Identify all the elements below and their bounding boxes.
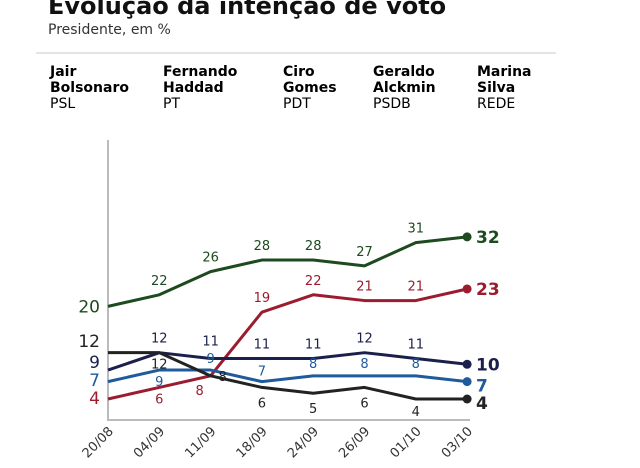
data-label: 4 [412, 405, 420, 420]
data-label: 28 [305, 239, 322, 254]
data-label: 11 [408, 337, 425, 352]
legend-name: Fernando [163, 64, 238, 80]
legend-name: Geraldo [373, 64, 435, 80]
end-value-label: 4 [476, 394, 488, 414]
data-label: 28 [254, 239, 271, 254]
data-label: 8 [412, 357, 420, 372]
legend-party: PSDB [373, 96, 411, 112]
divider [36, 52, 556, 54]
data-label: 26 [202, 251, 219, 266]
legend-item-ciro: Ciro Gomes PDT [283, 64, 337, 112]
start-value-label: 9 [89, 353, 100, 373]
data-label: 11 [202, 334, 219, 349]
data-label: 8 [309, 357, 317, 372]
end-marker [462, 394, 472, 404]
data-label: 27 [356, 245, 373, 260]
legend-name: Silva [477, 80, 516, 96]
start-value-label: 20 [78, 297, 100, 317]
end-marker [462, 359, 472, 369]
data-label: 6 [258, 396, 266, 411]
end-value-label: 32 [476, 228, 500, 248]
data-label: 8 [195, 384, 203, 399]
legend-item-haddad: Fernando Haddad PT [163, 64, 237, 112]
legend-party: PSL [50, 96, 76, 112]
end-marker [462, 284, 472, 294]
data-label: 8 [218, 370, 226, 385]
start-value-label: 4 [89, 389, 100, 409]
data-label: 12 [356, 332, 373, 347]
series-line [107, 368, 468, 384]
series-line [107, 287, 468, 401]
end-marker [462, 232, 472, 242]
legend-name: Marina [477, 64, 532, 80]
data-label: 8 [360, 357, 368, 372]
data-label: 6 [360, 396, 368, 411]
data-label: 6 [155, 392, 163, 407]
legend-item-bolsonaro: Jair Bolsonaro PSL [50, 64, 129, 112]
data-label: 11 [254, 337, 271, 352]
series-line [107, 235, 468, 308]
data-label: 22 [305, 274, 322, 289]
chart-title: Evolução da intenção de voto [48, 0, 447, 20]
series-line [107, 351, 468, 372]
x-tick-label: 20/08 [80, 424, 117, 461]
legend-party: PT [163, 96, 180, 112]
data-label: 7 [258, 365, 266, 380]
data-label: 21 [356, 280, 373, 295]
end-value-label: 23 [476, 280, 500, 300]
data-label: 11 [305, 337, 322, 352]
legend-item-marina: Marina Silva REDE [477, 64, 532, 112]
legend-name: Jair [50, 64, 77, 80]
data-label: 19 [254, 291, 271, 306]
data-label: 31 [408, 222, 425, 237]
x-tick-label: 26/09 [336, 424, 373, 461]
x-tick-label: 11/09 [182, 424, 219, 461]
legend-party: PDT [283, 96, 311, 112]
x-tick-label: 24/09 [285, 424, 322, 461]
end-marker [462, 377, 472, 387]
x-tick-label: 04/09 [131, 424, 168, 461]
legend-name: Haddad [163, 80, 224, 96]
legend-name: Gomes [283, 80, 337, 96]
legend-name: Ciro [283, 64, 315, 80]
data-label: 9 [155, 375, 163, 390]
x-tick-label: 01/10 [388, 424, 425, 461]
data-label: 5 [309, 402, 317, 417]
start-value-label: 12 [78, 332, 100, 352]
series-line [108, 351, 468, 401]
legend-name: Alckmin [373, 80, 436, 96]
data-label: 12 [151, 332, 168, 347]
end-value-label: 10 [476, 355, 500, 375]
data-label: 21 [408, 280, 425, 295]
data-label: 9 [206, 352, 214, 367]
x-tick-label: 03/10 [439, 424, 476, 461]
start-value-label: 7 [89, 371, 100, 391]
legend-party: REDE [477, 96, 516, 112]
legend-item-alckmin: Geraldo Alckmin PSDB [373, 64, 436, 112]
data-label: 12 [151, 358, 168, 373]
end-value-label: 7 [476, 377, 488, 397]
legend-name: Bolsonaro [50, 80, 129, 96]
chart-subtitle: Presidente, em % [48, 22, 171, 38]
data-label: 22 [151, 274, 168, 289]
x-tick-label: 18/09 [234, 424, 271, 461]
